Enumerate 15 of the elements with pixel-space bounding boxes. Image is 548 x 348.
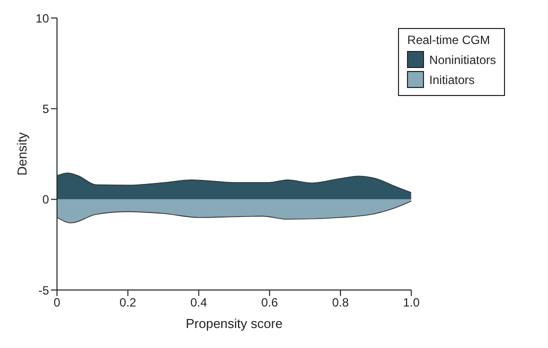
x-tick-label: 0.2 [120,296,137,310]
y-tick-label: 10 [36,11,50,26]
x-tick-label: 1.0 [402,296,420,310]
legend-label: Noninitiators [429,52,496,66]
y-axis-title: Density [14,132,30,176]
y-tick-label: 5 [42,102,50,116]
x-tick-label: 0.4 [190,296,208,310]
y-tick-label: 0 [42,192,50,207]
x-tick-label: 0 [54,296,61,310]
x-tick-label: 0.6 [261,296,278,310]
y-tick-label: -5 [38,283,50,298]
legend-title: Real-time CGM [407,33,491,47]
x-axis-title: Propensity score [186,316,283,331]
x-tick-label: 0.8 [332,296,350,310]
legend-label: Initiators [429,72,475,86]
